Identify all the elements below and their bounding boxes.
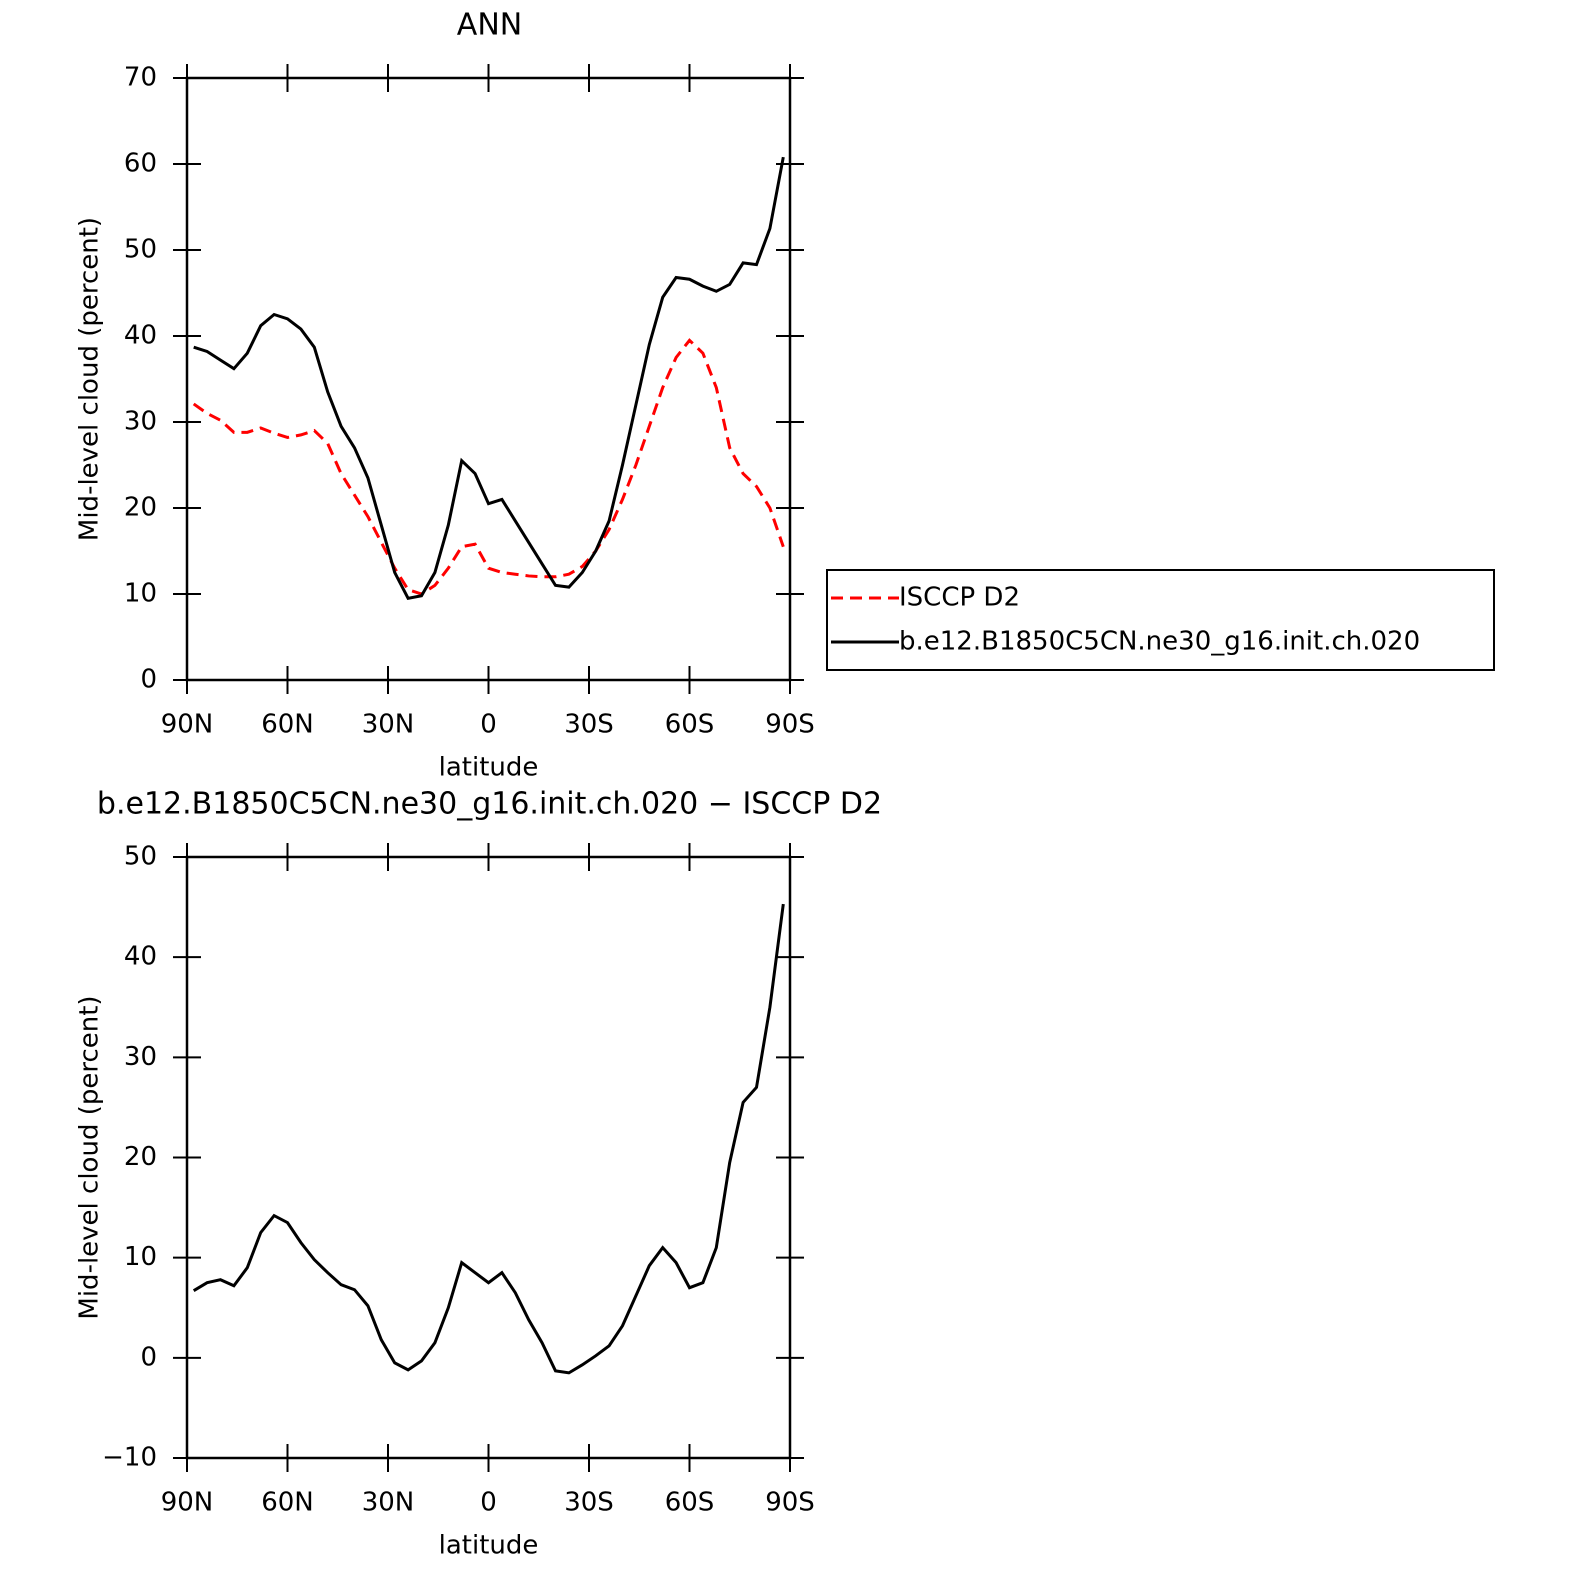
data-line [192,338,785,596]
x-axis-label: latitude [439,1531,539,1561]
y-tick-label: 10 [124,579,157,609]
legend-label: b.e12.B1850C5CN.ne30_g16.init.ch.020 [899,627,1420,657]
x-tick-label: 90N [161,1488,214,1518]
y-tick-label: −10 [102,1443,157,1473]
x-tick-label: 30S [564,1488,614,1518]
y-tick-label: 40 [124,321,157,351]
y-tick-label: 70 [124,63,157,93]
x-tick-label: 30N [362,710,415,740]
chart-title: b.e12.B1850C5CN.ne30_g16.init.ch.020 − I… [97,787,882,822]
plot-frame [185,76,792,682]
y-tick-label: 50 [124,235,157,265]
y-tick-label: 40 [124,942,157,972]
x-tick-label: 30N [362,1488,415,1518]
y-tick-label: 50 [124,842,157,872]
y-tick-label: 0 [140,1342,157,1372]
x-tick-label: 90S [765,710,815,740]
x-tick-label: 0 [480,1488,497,1518]
x-tick-label: 60N [261,1488,314,1518]
x-tick-label: 60S [665,1488,715,1518]
y-tick-label: 60 [124,149,157,179]
data-line [193,156,785,600]
y-tick-label: 20 [124,493,157,523]
y-tick-label: 0 [140,665,157,695]
data-line [192,903,785,1375]
x-tick-label: 90S [765,1488,815,1518]
y-axis-label: Mid-level cloud (percent) [75,995,105,1319]
legend-box [826,569,1495,671]
y-tick-label: 30 [124,1042,157,1072]
x-tick-label: 60N [261,710,314,740]
x-tick-label: 90N [161,710,214,740]
y-tick-label: 10 [124,1242,157,1272]
plot-frame [185,855,792,1460]
x-axis-label: latitude [439,753,539,783]
chart-title: ANN [457,8,522,43]
y-tick-label: 30 [124,407,157,437]
x-tick-label: 0 [480,710,497,740]
x-tick-label: 30S [564,710,614,740]
legend-label: ISCCP D2 [899,583,1020,613]
x-tick-label: 60S [665,710,715,740]
y-tick-label: 20 [124,1142,157,1172]
y-axis-label: Mid-level cloud (percent) [75,217,105,541]
